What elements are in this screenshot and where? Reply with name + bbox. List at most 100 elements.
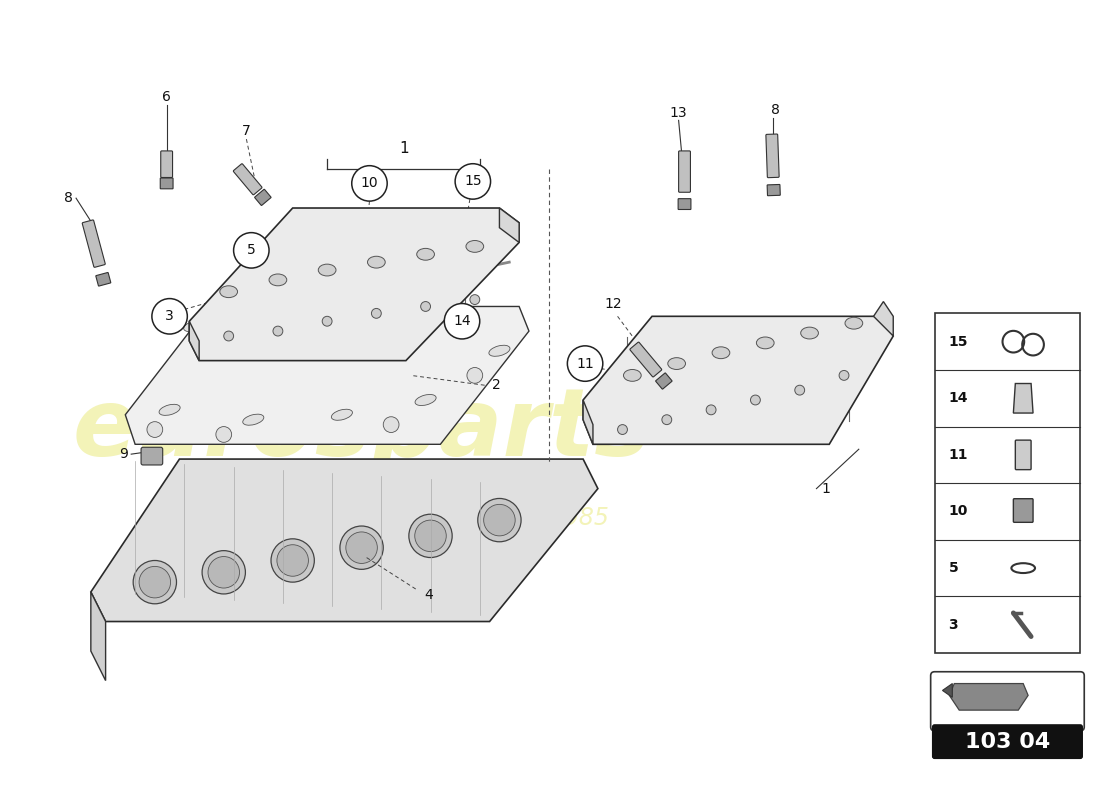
Ellipse shape	[845, 318, 862, 329]
FancyBboxPatch shape	[96, 273, 111, 286]
Text: 8: 8	[771, 102, 780, 117]
FancyBboxPatch shape	[679, 151, 691, 192]
FancyBboxPatch shape	[678, 198, 691, 210]
Polygon shape	[949, 683, 1028, 710]
Polygon shape	[1013, 383, 1033, 413]
Ellipse shape	[220, 286, 238, 298]
Circle shape	[420, 302, 430, 311]
FancyBboxPatch shape	[161, 151, 173, 178]
Circle shape	[409, 514, 452, 558]
FancyBboxPatch shape	[141, 447, 163, 465]
Polygon shape	[583, 400, 593, 444]
Text: 15: 15	[948, 334, 968, 349]
Circle shape	[277, 545, 308, 576]
FancyBboxPatch shape	[767, 185, 780, 196]
Polygon shape	[943, 683, 953, 698]
Text: eurosparts: eurosparts	[73, 383, 651, 475]
Text: 3: 3	[165, 310, 174, 323]
Circle shape	[750, 395, 760, 405]
Polygon shape	[189, 208, 519, 361]
Circle shape	[477, 498, 521, 542]
Polygon shape	[91, 592, 106, 681]
Circle shape	[470, 294, 480, 305]
Circle shape	[372, 309, 382, 318]
Circle shape	[345, 532, 377, 563]
FancyBboxPatch shape	[935, 314, 1080, 653]
Text: 5: 5	[948, 561, 958, 575]
Circle shape	[839, 370, 849, 380]
Text: 4: 4	[425, 588, 433, 602]
Text: 10: 10	[361, 177, 378, 190]
Text: 12: 12	[605, 298, 623, 311]
Ellipse shape	[415, 394, 436, 406]
Ellipse shape	[1011, 563, 1035, 573]
FancyBboxPatch shape	[1015, 440, 1031, 470]
Polygon shape	[583, 316, 893, 444]
Ellipse shape	[757, 337, 774, 349]
Circle shape	[568, 346, 603, 382]
Polygon shape	[873, 302, 893, 336]
Circle shape	[216, 426, 232, 442]
Ellipse shape	[712, 347, 729, 358]
Circle shape	[152, 298, 187, 334]
Text: 11: 11	[948, 448, 968, 462]
Ellipse shape	[184, 321, 205, 332]
Ellipse shape	[488, 346, 510, 356]
Polygon shape	[125, 306, 529, 444]
Ellipse shape	[243, 414, 264, 426]
Text: 1: 1	[399, 142, 409, 157]
Circle shape	[147, 422, 163, 438]
Circle shape	[383, 417, 399, 433]
Circle shape	[484, 504, 515, 536]
Text: 14: 14	[948, 391, 968, 406]
Circle shape	[617, 425, 627, 434]
FancyBboxPatch shape	[233, 164, 262, 194]
FancyBboxPatch shape	[161, 178, 173, 189]
Circle shape	[795, 386, 804, 395]
FancyBboxPatch shape	[82, 220, 106, 267]
Polygon shape	[91, 459, 598, 622]
Text: 9: 9	[119, 447, 128, 461]
Circle shape	[133, 561, 176, 604]
Ellipse shape	[624, 370, 641, 382]
Text: 1: 1	[822, 482, 830, 496]
Ellipse shape	[417, 248, 434, 260]
Polygon shape	[189, 322, 199, 361]
Circle shape	[322, 316, 332, 326]
Ellipse shape	[318, 264, 336, 276]
Text: 14: 14	[453, 314, 471, 328]
Ellipse shape	[331, 410, 352, 420]
Circle shape	[223, 331, 233, 341]
Circle shape	[139, 566, 170, 598]
Ellipse shape	[466, 241, 484, 252]
Circle shape	[706, 405, 716, 414]
Circle shape	[271, 539, 315, 582]
Circle shape	[662, 414, 672, 425]
Text: 5: 5	[246, 243, 255, 258]
FancyBboxPatch shape	[766, 134, 779, 178]
FancyBboxPatch shape	[933, 725, 1082, 758]
FancyBboxPatch shape	[1013, 498, 1033, 522]
Text: 15: 15	[464, 174, 482, 189]
FancyBboxPatch shape	[630, 342, 662, 377]
Circle shape	[340, 526, 383, 570]
FancyBboxPatch shape	[254, 190, 271, 206]
Text: 7: 7	[242, 124, 251, 138]
Text: 2: 2	[492, 378, 500, 392]
Circle shape	[273, 326, 283, 336]
Text: 13: 13	[670, 106, 688, 119]
Ellipse shape	[270, 274, 287, 286]
Polygon shape	[499, 208, 519, 242]
FancyBboxPatch shape	[931, 672, 1085, 731]
Ellipse shape	[668, 358, 685, 370]
Circle shape	[208, 557, 240, 588]
Circle shape	[444, 303, 480, 339]
Circle shape	[466, 367, 483, 383]
Circle shape	[455, 164, 491, 199]
Text: 3: 3	[948, 618, 958, 632]
FancyBboxPatch shape	[656, 373, 672, 389]
Ellipse shape	[367, 256, 385, 268]
Circle shape	[415, 520, 447, 552]
Text: 11: 11	[576, 357, 594, 370]
Circle shape	[352, 166, 387, 201]
